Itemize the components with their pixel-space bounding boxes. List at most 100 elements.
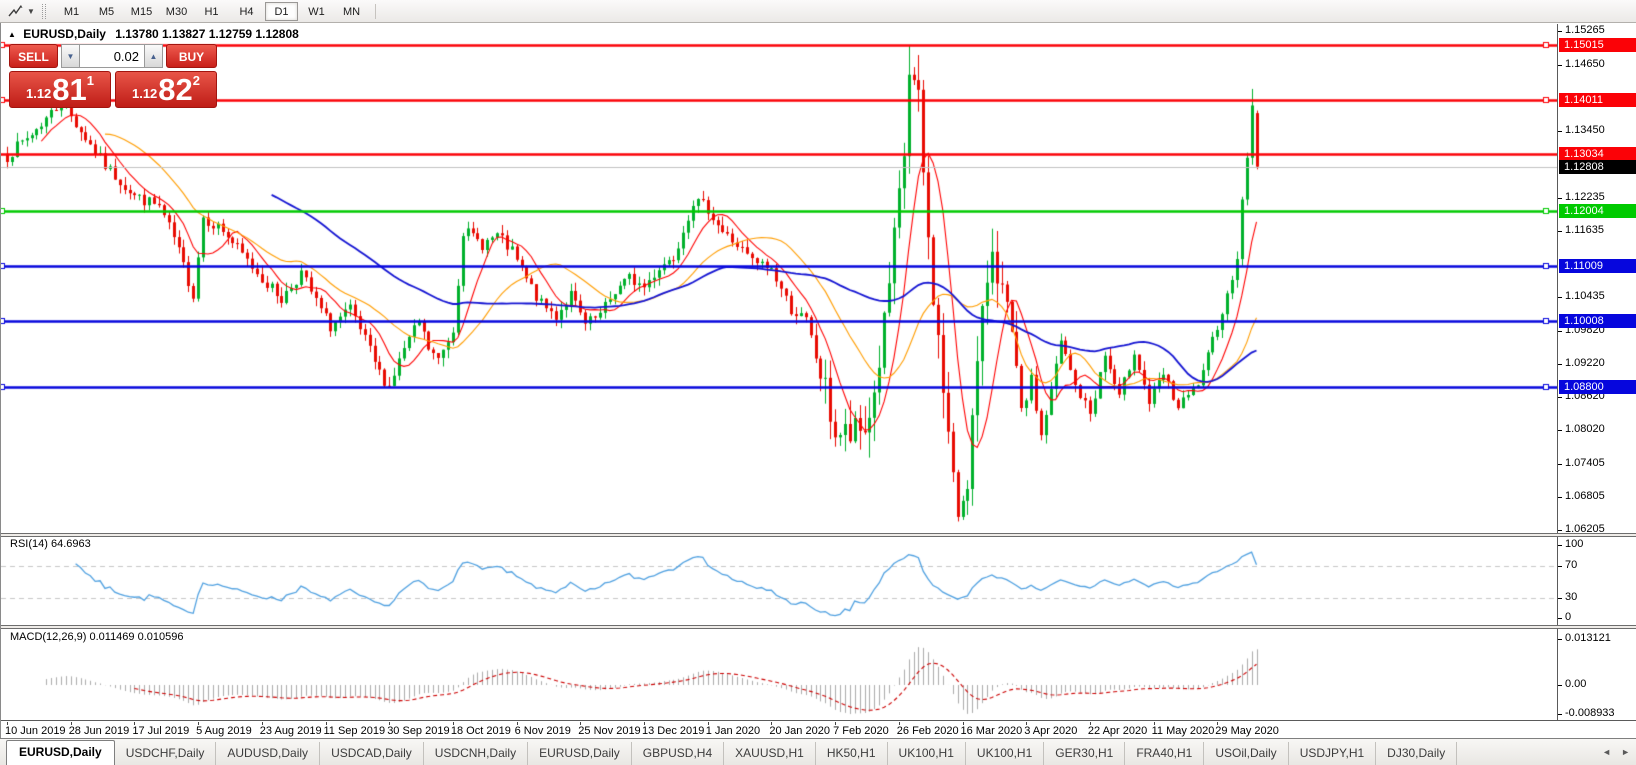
date-axis[interactable]: 10 Jun 2019 28 Jun 2019 17 Jul 2019 5 Aug 2… — [1, 722, 1557, 738]
price-axis[interactable]: 1.15265 1.14650 1.13450 1.12235 1.11635 1.104… — [1558, 24, 1636, 722]
timeframe-button-m5[interactable]: M5 — [98, 5, 115, 18]
symbol-tab-1-usdchf-daily[interactable]: USDCHF,Daily — [115, 742, 217, 765]
symbol-tab-12-fra40-h1[interactable]: FRA40,H1 — [1125, 742, 1205, 765]
tab-scroll-right-icon[interactable]: ► — [1621, 747, 1630, 757]
date-tick-mark — [198, 722, 199, 725]
timeframe-button-m30[interactable]: M30 — [165, 5, 188, 18]
timeframe-button-m15[interactable]: M15 — [130, 5, 153, 18]
axis-tick-mark — [1558, 331, 1562, 332]
date-label: 26 Feb 2020 — [896, 725, 959, 737]
date-tick-mark — [1154, 722, 1155, 725]
date-label: 13 Dec 2019 — [642, 725, 705, 737]
axis-tick-mark — [1558, 31, 1562, 32]
price-tick-label: 1.11635 — [1565, 224, 1604, 237]
date-tick-mark — [963, 722, 964, 725]
date-tick-mark — [326, 722, 327, 725]
collapse-triangle-icon[interactable]: ▲ — [8, 30, 16, 39]
symbol-tab-4-usdcnh-daily[interactable]: USDCNH,Daily — [424, 742, 529, 765]
price-level-badge: 1.13034 — [1559, 147, 1636, 162]
axis-tick-mark — [1558, 639, 1562, 640]
symbol-tab-3-usdcad-daily[interactable]: USDCAD,Daily — [320, 742, 424, 765]
symbol-tab-10-uk100-h1[interactable]: UK100,H1 — [966, 742, 1045, 765]
axis-tick-mark — [1558, 364, 1562, 365]
date-label: 1 Jan 2020 — [705, 725, 761, 737]
price-tick-label: 1.09220 — [1565, 357, 1605, 370]
price-level-badge: 1.12808 — [1559, 159, 1636, 174]
timeframe-button-m1[interactable]: M1 — [63, 5, 80, 18]
symbol-tab-6-gbpusd-h4[interactable]: GBPUSD,H4 — [632, 742, 725, 765]
panel-splitter-rsi[interactable] — [1, 533, 1636, 537]
rsi-tick-label: 70 — [1565, 558, 1578, 571]
macd-tick-label: -0.008933 — [1565, 707, 1615, 719]
timeframe-button-w1[interactable]: W1 — [308, 5, 325, 18]
timeframe-button-mn[interactable]: MN — [342, 5, 361, 18]
date-label: 18 Oct 2019 — [450, 725, 511, 737]
volume-decrease-button[interactable]: ▼ — [61, 44, 80, 68]
price-tick-label: 1.15265 — [1565, 24, 1605, 37]
toolbar-grip[interactable] — [42, 3, 46, 19]
timeframe-button-d1[interactable]: D1 — [265, 1, 298, 21]
symbol-tab-9-uk100-h1[interactable]: UK100,H1 — [888, 742, 966, 765]
date-tick-mark — [453, 722, 454, 725]
buy-price-display[interactable]: 1.12 82 2 — [115, 71, 217, 108]
axis-tick-mark — [1558, 231, 1562, 232]
date-label: 17 Jul 2019 — [132, 725, 190, 737]
buy-button[interactable]: BUY — [166, 44, 217, 68]
price-tick-label: 1.07405 — [1565, 456, 1605, 469]
symbol-tab-11-ger30-h1[interactable]: GER30,H1 — [1044, 742, 1126, 765]
symbol-tab-7-xauusd-h1[interactable]: XAUUSD,H1 — [724, 742, 816, 765]
toolbar-separator — [375, 3, 376, 19]
date-label: 29 May 2020 — [1215, 725, 1279, 737]
date-label: 11 Sep 2019 — [323, 725, 386, 737]
rsi-indicator-label: RSI(14) 64.6963 — [10, 538, 91, 550]
date-tick-mark — [899, 722, 900, 725]
top-toolbar: ▼ M1 M5 M15 M30 H1 H4 D1 W1 MN — [0, 0, 1636, 23]
axis-tick-mark — [1558, 297, 1562, 298]
sell-button[interactable]: SELL — [9, 44, 58, 68]
rsi-tick-label: 0 — [1565, 611, 1572, 623]
chart-ohlc-header: ▲ EURUSD,Daily 1.13780 1.13827 1.12759 1… — [8, 27, 299, 41]
drawing-tool-icon[interactable] — [5, 2, 25, 20]
timeframe-button-h4[interactable]: H4 — [239, 5, 254, 18]
caret-down-icon: ▼ — [66, 51, 75, 61]
symbol-tabs: EURUSD,Daily USDCHF,Daily AUDUSD,Daily USDC… — [0, 737, 1458, 765]
symbol-tab-2-audusd-daily[interactable]: AUDUSD,Daily — [216, 742, 321, 765]
symbol-tab-5-eurusd-daily[interactable]: EURUSD,Daily — [528, 742, 632, 765]
date-label: 22 Apr 2020 — [1087, 725, 1148, 737]
date-label: 23 Aug 2019 — [259, 725, 322, 737]
date-tick-mark — [1026, 722, 1027, 725]
panel-splitter-macd[interactable] — [1, 625, 1636, 629]
tab-scroll-left-icon[interactable]: ◄ — [1602, 747, 1612, 757]
macd-tick-label: 0.00 — [1565, 678, 1587, 690]
axis-tick-mark — [1558, 65, 1562, 66]
price-chart-canvas[interactable] — [1, 24, 1557, 722]
symbol-tab-14-usdjpy-h1[interactable]: USDJPY,H1 — [1289, 742, 1377, 765]
symbol-tab-15-dj30-daily[interactable]: DJ30,Daily — [1376, 742, 1458, 765]
axis-separator-line — [1557, 24, 1558, 721]
timeframe-button-h1[interactable]: H1 — [204, 5, 219, 18]
date-label: 16 Mar 2020 — [960, 725, 1023, 737]
volume-increase-button[interactable]: ▲ — [144, 44, 163, 68]
date-tick-mark — [389, 722, 390, 725]
axis-tick-mark — [1558, 430, 1562, 431]
axis-tick-mark — [1558, 714, 1562, 715]
volume-input[interactable] — [80, 44, 144, 68]
rsi-tick-label: 100 — [1565, 538, 1584, 550]
date-tick-mark — [644, 722, 645, 725]
macd-tick-label: 0.013121 — [1565, 632, 1611, 645]
symbol-tab-13-usoil-daily[interactable]: USOil,Daily — [1204, 742, 1289, 765]
symbol-tab-8-hk50-h1[interactable]: HK50,H1 — [816, 742, 888, 765]
axis-tick-mark — [1558, 618, 1562, 619]
price-level-badge: 1.10008 — [1559, 313, 1636, 328]
axis-tick-mark — [1558, 397, 1562, 398]
axis-tick-mark — [1558, 566, 1562, 567]
price-tick-label: 1.13450 — [1565, 124, 1605, 137]
date-tick-mark — [7, 722, 8, 725]
sell-price-display[interactable]: 1.12 81 1 — [9, 71, 111, 108]
drawing-tool-dropdown-icon[interactable]: ▼ — [27, 6, 35, 16]
price-level-badge: 1.08800 — [1559, 380, 1636, 395]
axis-tick-mark — [1558, 131, 1562, 132]
date-tick-mark — [580, 722, 581, 725]
symbol-tab-0-eurusd-daily[interactable]: EURUSD,Daily — [6, 740, 115, 765]
symbol-tabbar: EURUSD,Daily USDCHF,Daily AUDUSD,Daily USDC… — [0, 738, 1636, 765]
